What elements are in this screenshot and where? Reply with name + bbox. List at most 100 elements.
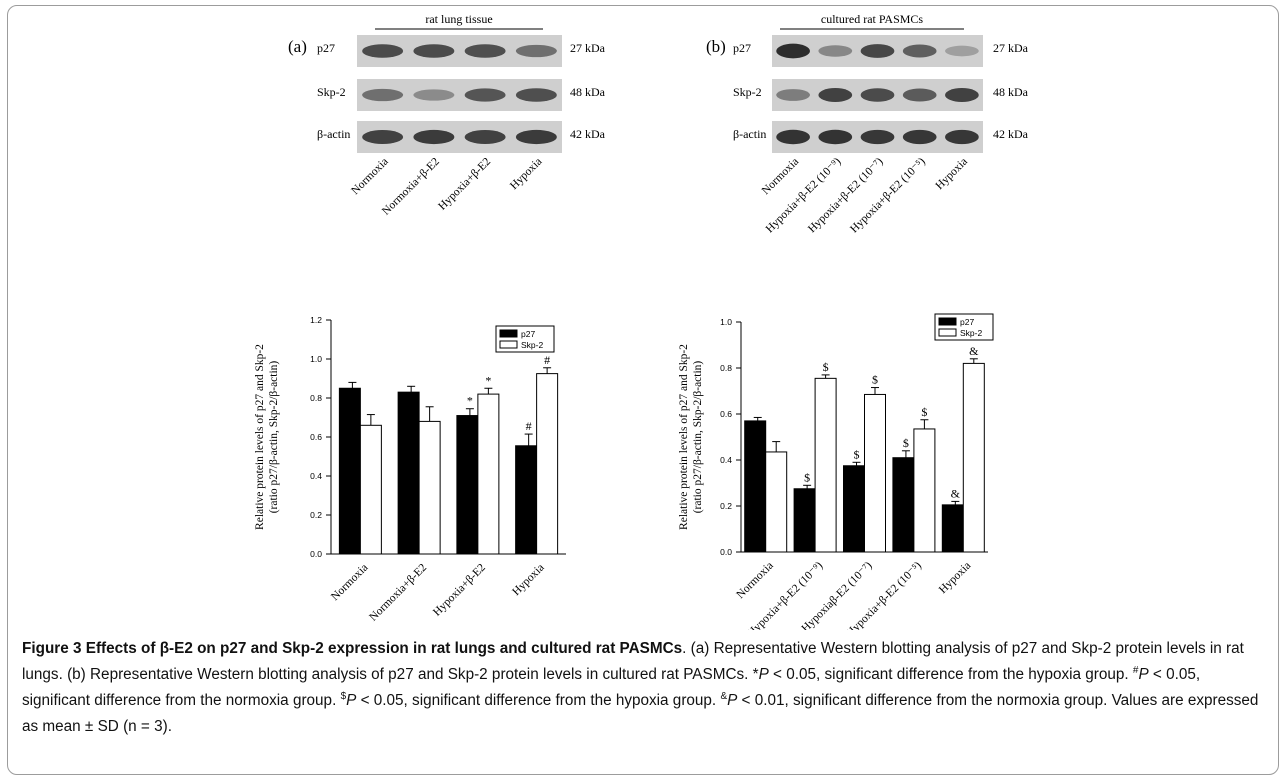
blot-band — [945, 88, 979, 102]
kda-label-p27: 27 kDa — [570, 41, 606, 55]
figure-graphics: (a) rat lung tissue p27 Skp-2 β-actin 27… — [254, 12, 1029, 630]
caption-title: Figure 3 Effects of β-E2 on p27 and Skp-… — [22, 640, 683, 657]
kda-label-p27: 27 kDa — [993, 41, 1029, 55]
bar-skp-2 — [913, 428, 936, 553]
bar-p27 — [843, 465, 865, 553]
blot-panel-a: (a) rat lung tissue p27 Skp-2 β-actin 27… — [288, 12, 606, 218]
significance-mark: $ — [921, 405, 927, 419]
blot-band — [902, 129, 937, 145]
row-label-p27: p27 — [733, 41, 751, 55]
y-tick-label: 0.0 — [310, 549, 322, 559]
bar-skp-2 — [359, 424, 382, 555]
caption-p: P — [758, 666, 769, 683]
y-axis-label: (ratio p27/β-actin, Skp-2/β-actin) — [692, 361, 704, 514]
blot-band — [945, 129, 979, 145]
y-axis-label: Relative protein levels of p27 and Skp-2 — [254, 344, 266, 530]
bar-skp-2 — [814, 377, 837, 553]
x-tick-label: Normoxia+β-E2 — [367, 561, 429, 623]
legend-label: Skp-2 — [521, 340, 543, 350]
y-tick-label: 0.6 — [310, 432, 322, 442]
bar-skp-2 — [536, 373, 559, 555]
blot-header-label: rat lung tissue — [425, 12, 492, 26]
caption-text: . (a) Representative Western blotting an… — [22, 640, 1244, 683]
x-tick-label: Normoxia — [734, 560, 775, 601]
y-tick-label: 0.2 — [310, 510, 322, 520]
blot-band — [860, 129, 895, 145]
legend-swatch — [499, 340, 518, 349]
kda-label-actin: 42 kDa — [570, 127, 606, 141]
x-tick-label: Normoxia — [329, 562, 370, 603]
y-tick-label: 1.0 — [310, 354, 322, 364]
kda-label-skp2: 48 kDa — [993, 85, 1029, 99]
x-tick-label: Hypoxia — [937, 560, 973, 596]
x-tick-label: Hypoxia+β-E2 — [431, 561, 488, 618]
bar-p27 — [744, 420, 767, 553]
significance-mark: # — [526, 419, 532, 433]
significance-mark: $ — [823, 360, 829, 374]
legend-label: Skp-2 — [960, 328, 982, 338]
blot-band — [945, 45, 979, 57]
bar-skp-2 — [864, 393, 886, 553]
caption-mark: $ — [340, 690, 347, 702]
legend-swatch — [938, 317, 957, 326]
y-tick-label: 0.4 — [310, 471, 322, 481]
significance-mark: $ — [903, 436, 909, 450]
bar-p27 — [456, 415, 479, 555]
significance-mark: $ — [804, 470, 810, 484]
lane-label: Hypoxia+β-E2 (10⁻⁷) — [806, 156, 886, 236]
row-label-p27: p27 — [317, 41, 335, 55]
lane-label: Hypoxia+β-E2 (10⁻⁹) — [764, 156, 844, 236]
lane-label: Hypoxia+β-E2 — [436, 155, 493, 212]
legend-label: p27 — [960, 317, 974, 327]
blot-band — [464, 44, 506, 58]
significance-mark: * — [485, 373, 491, 387]
caption-text: < 0.05, significant difference from the … — [22, 666, 1201, 709]
blot-band — [860, 44, 895, 58]
bar-p27 — [338, 387, 361, 555]
y-tick-label: 1.0 — [720, 317, 732, 327]
y-axis-label: (ratio p27/β-actin, Skp-2/β-actin) — [268, 361, 280, 514]
blot-band — [776, 43, 810, 59]
bar-p27 — [941, 504, 964, 553]
caption-mark: * — [752, 666, 759, 683]
y-tick-label: 0.2 — [720, 501, 732, 511]
significance-mark: & — [951, 486, 961, 500]
kda-label-actin: 42 kDa — [993, 127, 1029, 141]
blot-band — [818, 129, 853, 145]
caption-p: P — [1138, 666, 1149, 683]
panel-label-b: (b) — [706, 37, 726, 56]
legend-swatch — [938, 328, 957, 337]
lane-label: Normoxia — [760, 156, 801, 197]
caption-text: < 0.01, significant difference from the … — [22, 692, 1259, 735]
panel-label-a: (a) — [288, 37, 307, 56]
y-tick-label: 0.4 — [720, 455, 732, 465]
blot-band — [515, 44, 557, 58]
blot-band — [464, 130, 506, 144]
blot-panel-b: (b) cultured rat PASMCs p27 Skp-2 β-acti… — [706, 12, 1029, 235]
lane-label: Hypoxia — [934, 156, 970, 192]
blot-band — [860, 88, 895, 102]
legend-swatch — [499, 329, 518, 338]
row-label-actin: β-actin — [733, 127, 766, 141]
y-tick-label: 0.8 — [310, 393, 322, 403]
caption-mark: # — [1132, 664, 1139, 676]
lane-label: Normoxia — [349, 156, 390, 197]
blot-band — [818, 88, 853, 102]
row-label-skp2: Skp-2 — [317, 85, 346, 99]
significance-mark: # — [544, 353, 550, 367]
y-tick-label: 0.6 — [720, 409, 732, 419]
caption-mark: & — [720, 690, 728, 702]
bar-p27 — [793, 488, 816, 553]
bar-p27 — [515, 445, 538, 555]
blot-header-label: cultured rat PASMCs — [821, 12, 924, 26]
bar-chart-b: 0.0 0.2 0.4 0.6 0.8 1.0 Relative protein level… — [678, 313, 994, 630]
figure-frame — [7, 5, 1279, 775]
blot-band — [776, 129, 810, 145]
kda-label-skp2: 48 kDa — [570, 85, 606, 99]
bar-skp-2 — [962, 362, 985, 553]
y-axis-label: Relative protein levels of p27 and Skp-2 — [678, 344, 690, 530]
bar-p27 — [397, 391, 420, 555]
blot-band — [413, 44, 455, 58]
y-tick-label: 1.2 — [310, 315, 322, 325]
bar-chart-a: 0.0 0.2 0.4 0.6 0.8 1.0 1.2 Relative protein le… — [254, 315, 566, 624]
